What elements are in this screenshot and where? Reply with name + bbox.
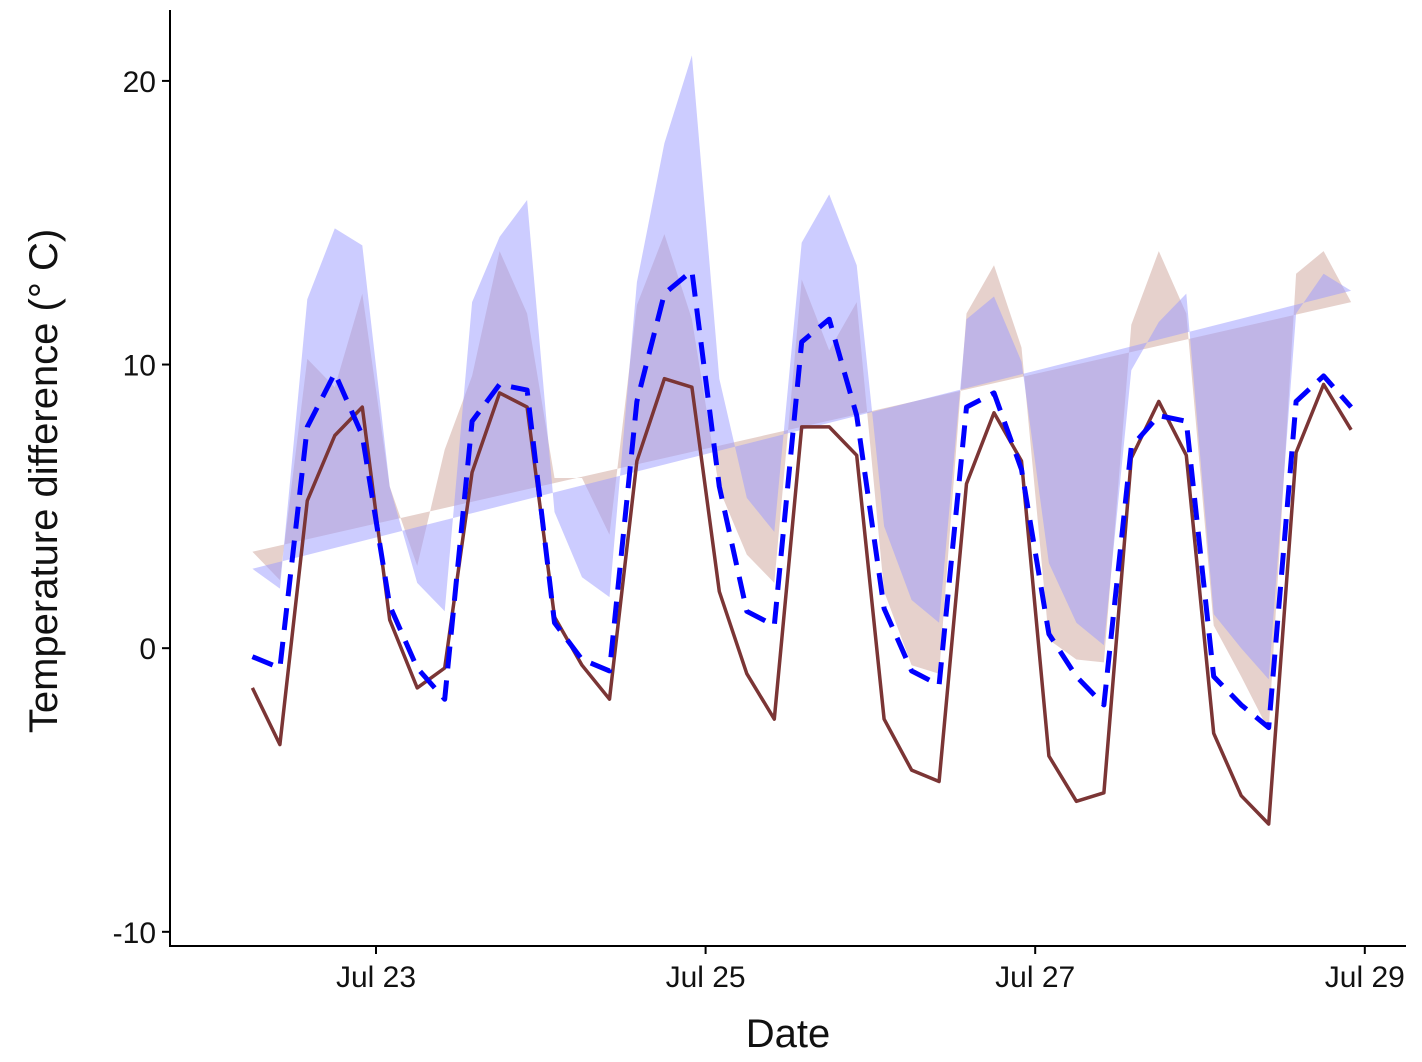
y-ticks: -10 0 10 20 xyxy=(113,66,170,950)
series-line-solid xyxy=(250,376,1353,826)
y-tick-label: 10 xyxy=(123,350,156,383)
y-tick-label: -10 xyxy=(113,917,156,950)
x-tick-label: Jul 23 xyxy=(336,961,416,994)
series-line-dashed xyxy=(251,268,1353,731)
bands xyxy=(252,55,1352,731)
x-axis-title: Date xyxy=(746,1012,831,1056)
confidence-band-dashed xyxy=(252,55,1352,680)
y-axis-title: Temperature difference (° C) xyxy=(22,229,66,733)
x-tick-label: Jul 29 xyxy=(1325,961,1405,994)
y-tick-label: 20 xyxy=(123,66,156,99)
x-tick-label: Jul 25 xyxy=(666,961,746,994)
y-tick-label: 0 xyxy=(139,633,156,666)
x-tick-label: Jul 27 xyxy=(995,961,1075,994)
lines xyxy=(250,268,1353,826)
x-ticks: Jul 23 Jul 25 Jul 27 Jul 29 xyxy=(336,946,1405,994)
